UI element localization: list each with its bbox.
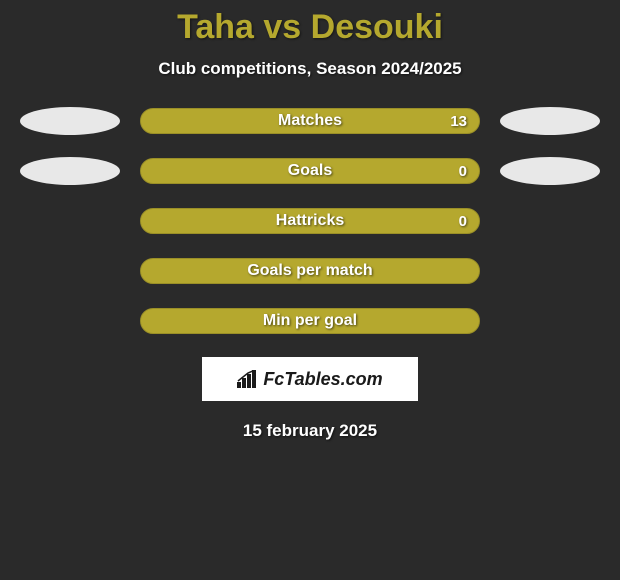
- stat-bar: Goals 0: [140, 158, 480, 184]
- stat-row-min-per-goal: Min per goal: [10, 307, 610, 335]
- stat-bar: Matches 13: [140, 108, 480, 134]
- stat-label: Goals: [288, 162, 332, 180]
- right-marker: [500, 157, 600, 185]
- stat-bar: Min per goal: [140, 308, 480, 334]
- stat-row-goals: Goals 0: [10, 157, 610, 185]
- left-spacer: [20, 307, 120, 335]
- stat-value: 0: [459, 163, 467, 180]
- left-spacer: [20, 257, 120, 285]
- stat-rows: Matches 13 Goals 0 Hattricks 0 Goal: [0, 107, 620, 335]
- stat-label: Matches: [278, 112, 342, 130]
- left-marker: [20, 107, 120, 135]
- right-spacer: [500, 307, 600, 335]
- stat-row-goals-per-match: Goals per match: [10, 257, 610, 285]
- stat-row-matches: Matches 13: [10, 107, 610, 135]
- right-marker: [500, 107, 600, 135]
- stat-value: 13: [450, 113, 467, 130]
- left-spacer: [20, 207, 120, 235]
- logo-text: FcTables.com: [263, 369, 382, 390]
- comparison-widget: Taha vs Desouki Club competitions, Seaso…: [0, 0, 620, 441]
- right-spacer: [500, 207, 600, 235]
- stat-label: Goals per match: [247, 262, 372, 280]
- right-spacer: [500, 257, 600, 285]
- stat-label: Hattricks: [276, 212, 344, 230]
- left-marker: [20, 157, 120, 185]
- stat-bar: Goals per match: [140, 258, 480, 284]
- stat-label: Min per goal: [263, 312, 357, 330]
- stat-bar: Hattricks 0: [140, 208, 480, 234]
- page-title: Taha vs Desouki: [0, 8, 620, 47]
- page-subtitle: Club competitions, Season 2024/2025: [0, 59, 620, 79]
- bar-chart-icon: [237, 370, 259, 388]
- footer-date: 15 february 2025: [0, 421, 620, 441]
- logo-card: FcTables.com: [202, 357, 418, 401]
- stat-row-hattricks: Hattricks 0: [10, 207, 610, 235]
- logo: FcTables.com: [237, 369, 382, 390]
- stat-value: 0: [459, 213, 467, 230]
